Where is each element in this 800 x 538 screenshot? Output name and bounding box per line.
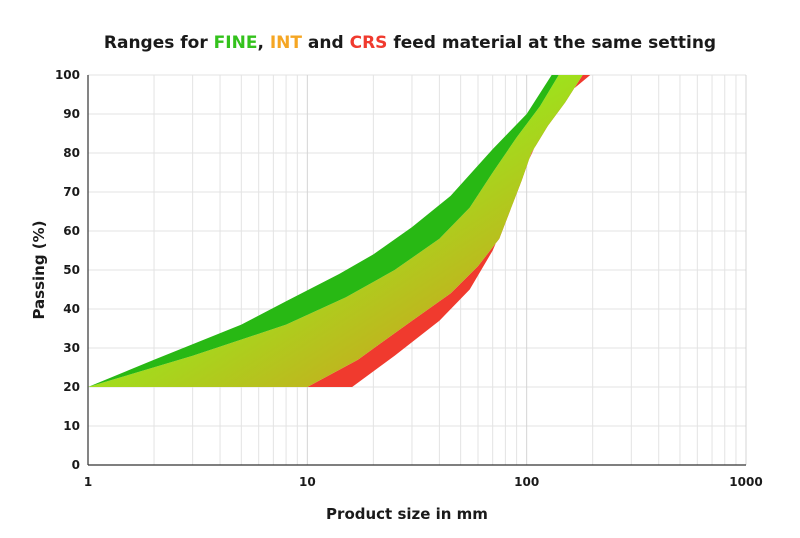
title-fine: FINE — [214, 33, 258, 53]
x-tick-label: 10 — [299, 475, 316, 489]
y-axis-title: Passing (%) — [30, 220, 48, 319]
axes — [87, 75, 746, 466]
grid — [88, 74, 747, 465]
y-tick-label: 30 — [63, 341, 80, 355]
y-tick-label: 60 — [63, 224, 80, 238]
title-suffix: feed material at the same setting — [387, 33, 716, 53]
y-tick-label: 100 — [55, 68, 80, 82]
bands — [88, 75, 591, 387]
y-tick-label: 40 — [63, 302, 80, 316]
y-tick-label: 0 — [72, 458, 80, 472]
y-tick-label: 50 — [63, 263, 80, 277]
x-tick-label: 1 — [84, 475, 92, 489]
title-sep: , — [257, 33, 269, 53]
title-and: and — [302, 33, 350, 53]
x-axis-title: Product size in mm — [326, 505, 488, 523]
x-tick-label: 1000 — [729, 475, 762, 489]
y-tick-label: 20 — [63, 380, 80, 394]
y-tick-label: 80 — [63, 146, 80, 160]
y-tick-label: 90 — [63, 107, 80, 121]
band-int — [88, 75, 583, 387]
title-prefix: Ranges for — [104, 33, 214, 53]
y-tick-label: 70 — [63, 185, 80, 199]
title-crs: CRS — [350, 33, 388, 53]
chart-title: Ranges for FINE, INT and CRS feed materi… — [104, 33, 716, 53]
title-int: INT — [270, 33, 303, 53]
y-tick-label: 10 — [63, 419, 80, 433]
x-tick-label: 100 — [514, 475, 539, 489]
